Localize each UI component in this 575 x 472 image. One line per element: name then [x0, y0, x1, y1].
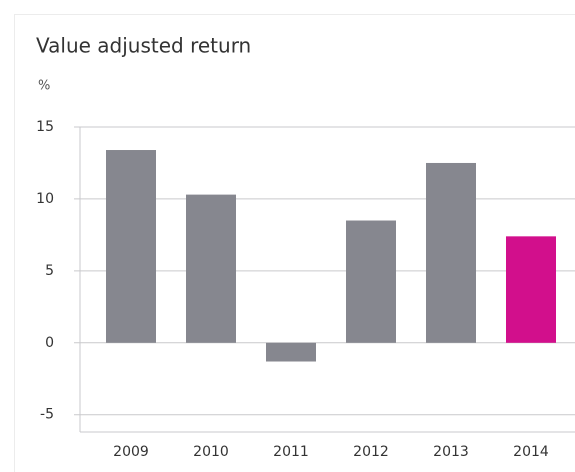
x-tick-label: 2009	[113, 444, 149, 460]
card-border	[14, 14, 575, 472]
bar	[506, 236, 556, 343]
y-tick-label: 15	[36, 119, 54, 135]
bar	[186, 194, 236, 343]
y-tick-label: 5	[45, 263, 54, 279]
bar	[106, 150, 156, 343]
chart-title: Value adjusted return	[36, 34, 251, 58]
x-tick-label: 2011	[273, 444, 309, 460]
bar	[266, 342, 316, 362]
x-tick-label: 2012	[353, 444, 389, 460]
bar	[426, 162, 476, 343]
y-axis-unit: %	[38, 79, 50, 94]
y-tick-label: 0	[45, 335, 54, 351]
x-tick-label: 2013	[433, 444, 469, 460]
bar	[346, 220, 396, 343]
x-tick-label: 2010	[193, 444, 229, 460]
y-tick-label: 10	[36, 191, 54, 207]
y-tick-label: -5	[40, 407, 54, 423]
x-tick-label: 2014	[513, 444, 549, 460]
